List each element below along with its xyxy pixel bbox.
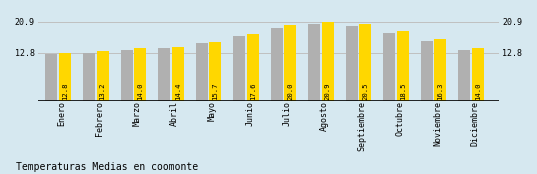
Bar xyxy=(434,39,446,101)
Text: 17.6: 17.6 xyxy=(250,82,256,100)
Text: 18.5: 18.5 xyxy=(400,82,406,100)
Bar xyxy=(472,48,484,101)
Bar xyxy=(158,48,170,101)
Bar xyxy=(459,50,470,101)
Bar xyxy=(397,31,409,101)
Bar xyxy=(271,28,283,101)
Text: Temperaturas Medias en coomonte: Temperaturas Medias en coomonte xyxy=(16,162,198,172)
Bar xyxy=(83,53,95,101)
Bar xyxy=(172,46,184,101)
Text: 16.3: 16.3 xyxy=(438,82,444,100)
Bar xyxy=(346,26,358,101)
Text: 20.9: 20.9 xyxy=(325,82,331,100)
Bar xyxy=(246,34,259,101)
Text: 12.8: 12.8 xyxy=(62,82,68,100)
Text: 20.0: 20.0 xyxy=(287,82,293,100)
Bar xyxy=(97,51,108,101)
Bar xyxy=(284,25,296,101)
Text: 20.5: 20.5 xyxy=(362,82,368,100)
Bar xyxy=(134,48,146,101)
Bar xyxy=(209,42,221,101)
Text: 13.2: 13.2 xyxy=(99,82,106,100)
Bar xyxy=(59,53,71,101)
Bar xyxy=(421,41,433,101)
Text: 15.7: 15.7 xyxy=(212,82,218,100)
Bar xyxy=(383,33,395,101)
Bar xyxy=(121,50,133,101)
Text: 14.4: 14.4 xyxy=(175,82,180,100)
Bar xyxy=(322,22,334,101)
Bar xyxy=(195,43,208,101)
Bar xyxy=(233,37,245,101)
Text: 14.0: 14.0 xyxy=(475,82,481,100)
Bar xyxy=(46,54,57,101)
Bar xyxy=(308,24,320,101)
Bar xyxy=(359,23,372,101)
Text: 14.0: 14.0 xyxy=(137,82,143,100)
